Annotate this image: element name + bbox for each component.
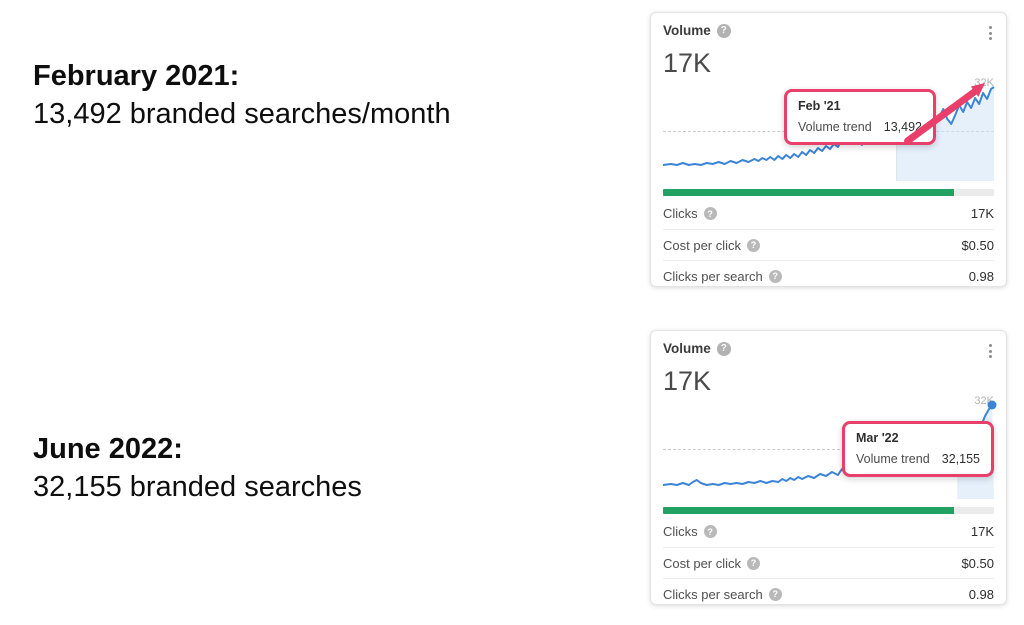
help-icon[interactable]: [703, 525, 717, 539]
annotation-february-2021: February 2021: 13,492 branded searches/m…: [33, 57, 451, 133]
progress-bar: [663, 507, 994, 515]
metric-row-clicks: Clicks 17K: [663, 198, 994, 229]
metric-row-clicks-per-search: Clicks per search 0.98: [663, 260, 994, 291]
progress-bar-fill: [663, 189, 955, 197]
help-icon[interactable]: [703, 207, 717, 221]
metric-row-cost-per-click: Cost per click $0.50: [663, 229, 994, 260]
help-icon[interactable]: [716, 341, 731, 356]
annotation-june-2022: June 2022: 32,155 branded searches: [33, 430, 362, 506]
kebab-menu-icon[interactable]: [987, 23, 994, 43]
tooltip-date: Feb '21: [798, 99, 841, 114]
volume-label: Volume: [663, 341, 711, 356]
tooltip-metric-value: 13,492: [883, 120, 922, 135]
help-icon[interactable]: [768, 587, 782, 601]
metric-label: Clicks per search: [663, 268, 763, 284]
tooltip-date: Mar '22: [856, 431, 899, 446]
progress-bar-fill: [663, 507, 955, 515]
annotation-subtitle: 13,492 branded searches/month: [33, 98, 451, 130]
help-icon[interactable]: [747, 238, 761, 252]
metric-label: Clicks: [663, 524, 698, 540]
metric-value: $0.50: [961, 555, 994, 571]
progress-bar: [663, 189, 994, 197]
metric-value: $0.50: [961, 237, 994, 253]
metric-label: Clicks per search: [663, 586, 763, 602]
dashed-gridline: [663, 449, 994, 451]
volume-widget-mar-2022: Volume 17K 32K Mar '22 Volume trend 32,1…: [650, 330, 1007, 605]
card-header: Volume: [663, 23, 994, 43]
metric-label: Cost per click: [663, 555, 742, 571]
metric-value: 0.98: [968, 268, 994, 284]
tooltip-metric-label: Volume trend: [798, 120, 872, 135]
annotation-subtitle: 32,155 branded searches: [33, 471, 362, 503]
metric-row-clicks: Clicks 17K: [663, 516, 994, 547]
peak-dot: [987, 400, 997, 410]
metric-rows: Clicks 17K Cost per click $0.50 Clicks p…: [663, 198, 994, 291]
metric-value: 0.98: [968, 586, 994, 602]
annotation-title: June 2022:: [33, 433, 183, 465]
kebab-menu-icon[interactable]: [987, 341, 994, 361]
volume-value: 17K: [663, 48, 712, 78]
volume-trend-chart[interactable]: 32K Mar '22 Volume trend 32,155: [662, 395, 997, 500]
volume-value: 17K: [663, 366, 712, 396]
highlight-arrow-icon: [904, 83, 986, 145]
area-fill: [896, 87, 994, 182]
tooltip-metric-value: 32,155: [941, 452, 980, 467]
help-icon[interactable]: [747, 556, 761, 570]
metric-row-cost-per-click: Cost per click $0.50: [663, 547, 994, 578]
metric-label: Cost per click: [663, 237, 742, 253]
metric-rows: Clicks 17K Cost per click $0.50 Clicks p…: [663, 516, 994, 609]
metric-value: 17K: [970, 206, 994, 222]
card-header: Volume: [663, 341, 994, 361]
help-icon[interactable]: [768, 269, 782, 283]
volume-label: Volume: [663, 23, 711, 38]
volume-widget-feb-2021: Volume 17K 32K Feb '21 Volume trend 13,4…: [650, 12, 1007, 287]
tooltip-metric-label: Volume trend: [856, 452, 930, 467]
metric-value: 17K: [970, 524, 994, 540]
help-icon[interactable]: [716, 23, 731, 38]
metric-label: Clicks: [663, 206, 698, 222]
chart-tooltip: Mar '22 Volume trend 32,155: [842, 421, 994, 478]
volume-trend-chart[interactable]: 32K Feb '21 Volume trend 13,492: [662, 77, 995, 182]
annotation-title: February 2021:: [33, 60, 240, 92]
metric-row-clicks-per-search: Clicks per search 0.98: [663, 578, 994, 609]
